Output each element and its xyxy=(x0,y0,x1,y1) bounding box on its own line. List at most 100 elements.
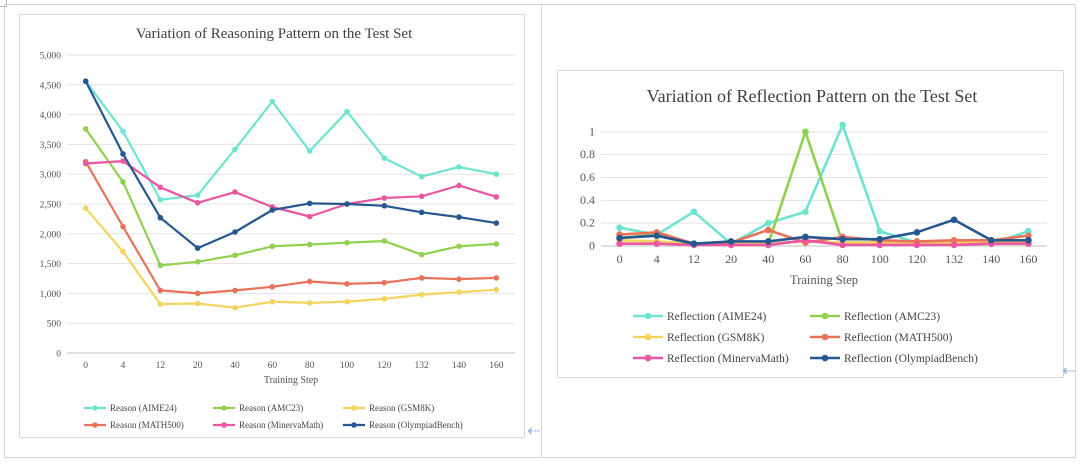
legend-label: Reflection (OlympiadBench) xyxy=(844,353,978,365)
data-point xyxy=(1025,227,1032,235)
legend-marker xyxy=(351,405,357,411)
data-point xyxy=(802,128,809,136)
x-tick-label: 4 xyxy=(121,361,126,371)
x-tick-label: 40 xyxy=(230,361,240,371)
legend-marker xyxy=(221,422,227,428)
data-point xyxy=(950,236,958,244)
legend-marker xyxy=(644,354,652,362)
legend-marker xyxy=(92,405,98,411)
data-point xyxy=(839,241,846,249)
x-tick-label: 160 xyxy=(489,361,504,371)
data-point xyxy=(344,201,350,207)
data-point xyxy=(157,287,164,294)
legend-marker xyxy=(821,354,829,362)
x-tick-label: 80 xyxy=(837,252,849,266)
data-point xyxy=(493,171,500,177)
data-point xyxy=(232,189,238,195)
data-point xyxy=(653,232,661,240)
data-point xyxy=(232,287,238,294)
y-tick-label: 0.4 xyxy=(580,193,595,207)
data-point xyxy=(194,200,201,206)
data-point xyxy=(418,173,425,180)
y-tick-label: 5,000 xyxy=(40,52,62,62)
y-tick-label: 2,500 xyxy=(40,201,62,211)
data-point xyxy=(418,275,425,281)
reflection-chart: Variation of Reflection Pattern on the T… xyxy=(580,86,1047,365)
y-tick-label: 2,000 xyxy=(40,230,62,240)
data-point xyxy=(493,287,500,293)
data-point xyxy=(82,126,89,132)
legend-label: Reason (GSM8K) xyxy=(369,403,434,413)
legend-label: Reason (AIME24) xyxy=(110,403,177,413)
data-point xyxy=(120,179,126,185)
data-point xyxy=(232,146,238,152)
x-tick-label: 100 xyxy=(340,361,355,371)
data-point xyxy=(157,214,164,221)
reasoning-chart-panel: Variation of Reasoning Pattern on the Te… xyxy=(19,14,525,438)
data-point xyxy=(418,193,425,200)
screenshot-frame xyxy=(4,4,1076,458)
data-point xyxy=(764,226,772,234)
data-point xyxy=(232,252,238,259)
chart-title: Variation of Reasoning Pattern on the Te… xyxy=(136,26,413,42)
data-point xyxy=(120,248,126,255)
legend-marker xyxy=(221,405,227,411)
data-point xyxy=(876,235,884,243)
data-point xyxy=(456,289,462,296)
x-tick-label: 20 xyxy=(725,252,737,266)
data-point xyxy=(418,251,425,258)
data-point xyxy=(269,284,276,290)
data-point xyxy=(381,155,388,161)
x-tick-label: 4 xyxy=(654,252,660,266)
data-point xyxy=(727,238,735,245)
y-tick-label: 0.6 xyxy=(580,170,595,184)
series-line xyxy=(84,161,497,295)
data-point xyxy=(194,245,201,251)
legend-label: Reflection (GSM8K) xyxy=(667,332,765,344)
data-point xyxy=(1025,236,1032,244)
data-point xyxy=(690,208,698,216)
data-point xyxy=(157,184,164,191)
x-tick-label: 140 xyxy=(982,252,1000,266)
data-point xyxy=(690,240,698,248)
data-point xyxy=(418,209,425,216)
data-point xyxy=(344,108,350,115)
back-arrow-icon[interactable]: ⇠ xyxy=(1062,361,1076,380)
data-point xyxy=(876,241,884,249)
data-point xyxy=(306,300,313,306)
x-tick-label: 132 xyxy=(415,361,430,371)
x-tick-label: 20 xyxy=(193,361,203,371)
data-point xyxy=(839,235,846,243)
data-point xyxy=(616,240,623,248)
data-point xyxy=(232,229,238,235)
data-point xyxy=(802,208,809,216)
data-point xyxy=(306,148,313,154)
series-line xyxy=(619,239,1029,247)
legend-label: Reflection (AMC23) xyxy=(844,311,940,323)
data-point xyxy=(653,240,661,248)
legend-label: Reflection (MATH500) xyxy=(844,332,952,344)
data-point xyxy=(381,202,388,209)
data-point xyxy=(120,151,126,157)
legend-label: Reason (MinervaMath) xyxy=(239,420,323,430)
y-tick-label: 0 xyxy=(589,239,595,253)
data-point xyxy=(381,279,388,286)
data-point xyxy=(493,241,500,247)
data-point xyxy=(120,223,126,230)
data-point xyxy=(269,298,276,305)
data-point xyxy=(456,243,462,250)
x-tick-label: 140 xyxy=(452,361,467,371)
y-tick-label: 1 xyxy=(589,124,595,138)
legend-marker xyxy=(351,422,357,428)
data-point xyxy=(157,301,164,307)
series-line xyxy=(85,160,497,218)
series-line xyxy=(84,80,497,201)
back-arrow-icon[interactable]: ⇠ xyxy=(527,421,541,440)
data-point xyxy=(913,241,921,249)
data-point xyxy=(764,238,772,245)
data-point xyxy=(418,291,425,298)
data-point xyxy=(381,295,388,302)
x-tick-label: 0 xyxy=(617,252,623,266)
series-line xyxy=(619,218,1029,245)
x-tick-label: 120 xyxy=(908,252,926,266)
